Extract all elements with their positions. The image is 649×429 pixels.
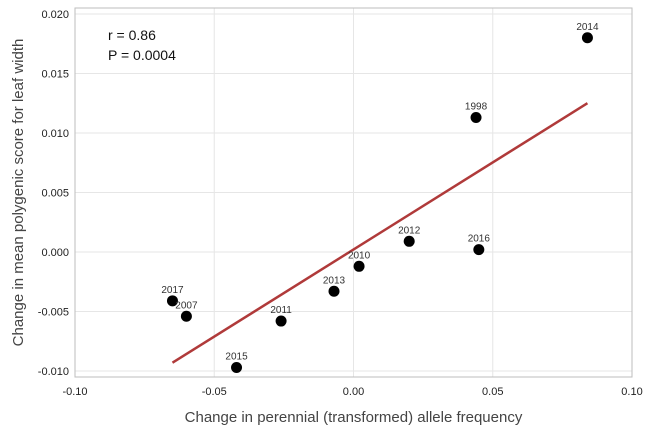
x-axis-label: Change in perennial (transformed) allele… — [185, 409, 523, 426]
data-point-label: 2010 — [348, 250, 371, 261]
y-tick-label: 0.000 — [41, 247, 69, 259]
data-point-label: 1998 — [465, 102, 488, 113]
data-point — [581, 32, 593, 44]
data-point-label: 2016 — [468, 234, 491, 245]
data-point — [166, 295, 178, 307]
data-point — [231, 361, 243, 373]
x-tick-label: -0.10 — [62, 386, 87, 398]
data-point-label: 2014 — [576, 22, 599, 33]
y-axis-label: Change in mean polygenic score for leaf … — [10, 39, 27, 347]
y-tick-label: -0.010 — [38, 366, 69, 378]
data-point-label: 2015 — [225, 351, 248, 362]
data-point — [470, 112, 482, 124]
x-tick-labels: -0.10 -0.05 0.00 0.05 0.10 — [62, 386, 642, 398]
p-value-annotation: P = 0.0004 — [108, 47, 176, 63]
y-tick-label: 0.020 — [41, 9, 69, 21]
data-point — [328, 285, 340, 297]
data-point-label: 2011 — [270, 305, 292, 316]
data-point-label: 2017 — [161, 285, 184, 296]
x-tick-label: 0.05 — [482, 386, 503, 398]
data-point — [353, 260, 365, 272]
x-tick-label: 0.00 — [343, 386, 364, 398]
correlation-annotation: r = 0.86 — [108, 27, 156, 43]
data-point — [473, 244, 485, 256]
trend-line — [171, 102, 589, 364]
y-tick-label: 0.015 — [41, 68, 69, 80]
grid-lines — [74, 8, 633, 377]
data-points: 2014 1998 2012 2016 2010 2013 2011 2017 2007 2015 — [161, 22, 599, 373]
y-tick-label: 0.005 — [41, 188, 69, 200]
y-tick-label: 0.010 — [41, 128, 69, 140]
y-tick-label: -0.005 — [38, 307, 69, 319]
data-point — [275, 315, 287, 327]
data-point-label: 2012 — [398, 225, 421, 236]
data-point — [180, 310, 192, 322]
data-point — [403, 235, 415, 247]
data-point-label: 2013 — [323, 275, 346, 286]
plot-frame — [74, 7, 633, 378]
x-tick-label: -0.05 — [202, 386, 227, 398]
x-tick-label: 0.10 — [621, 386, 642, 398]
y-tick-labels: -0.010 -0.005 0.000 0.005 0.010 0.015 0.020 — [38, 9, 69, 378]
data-point-label: 2007 — [175, 300, 198, 311]
